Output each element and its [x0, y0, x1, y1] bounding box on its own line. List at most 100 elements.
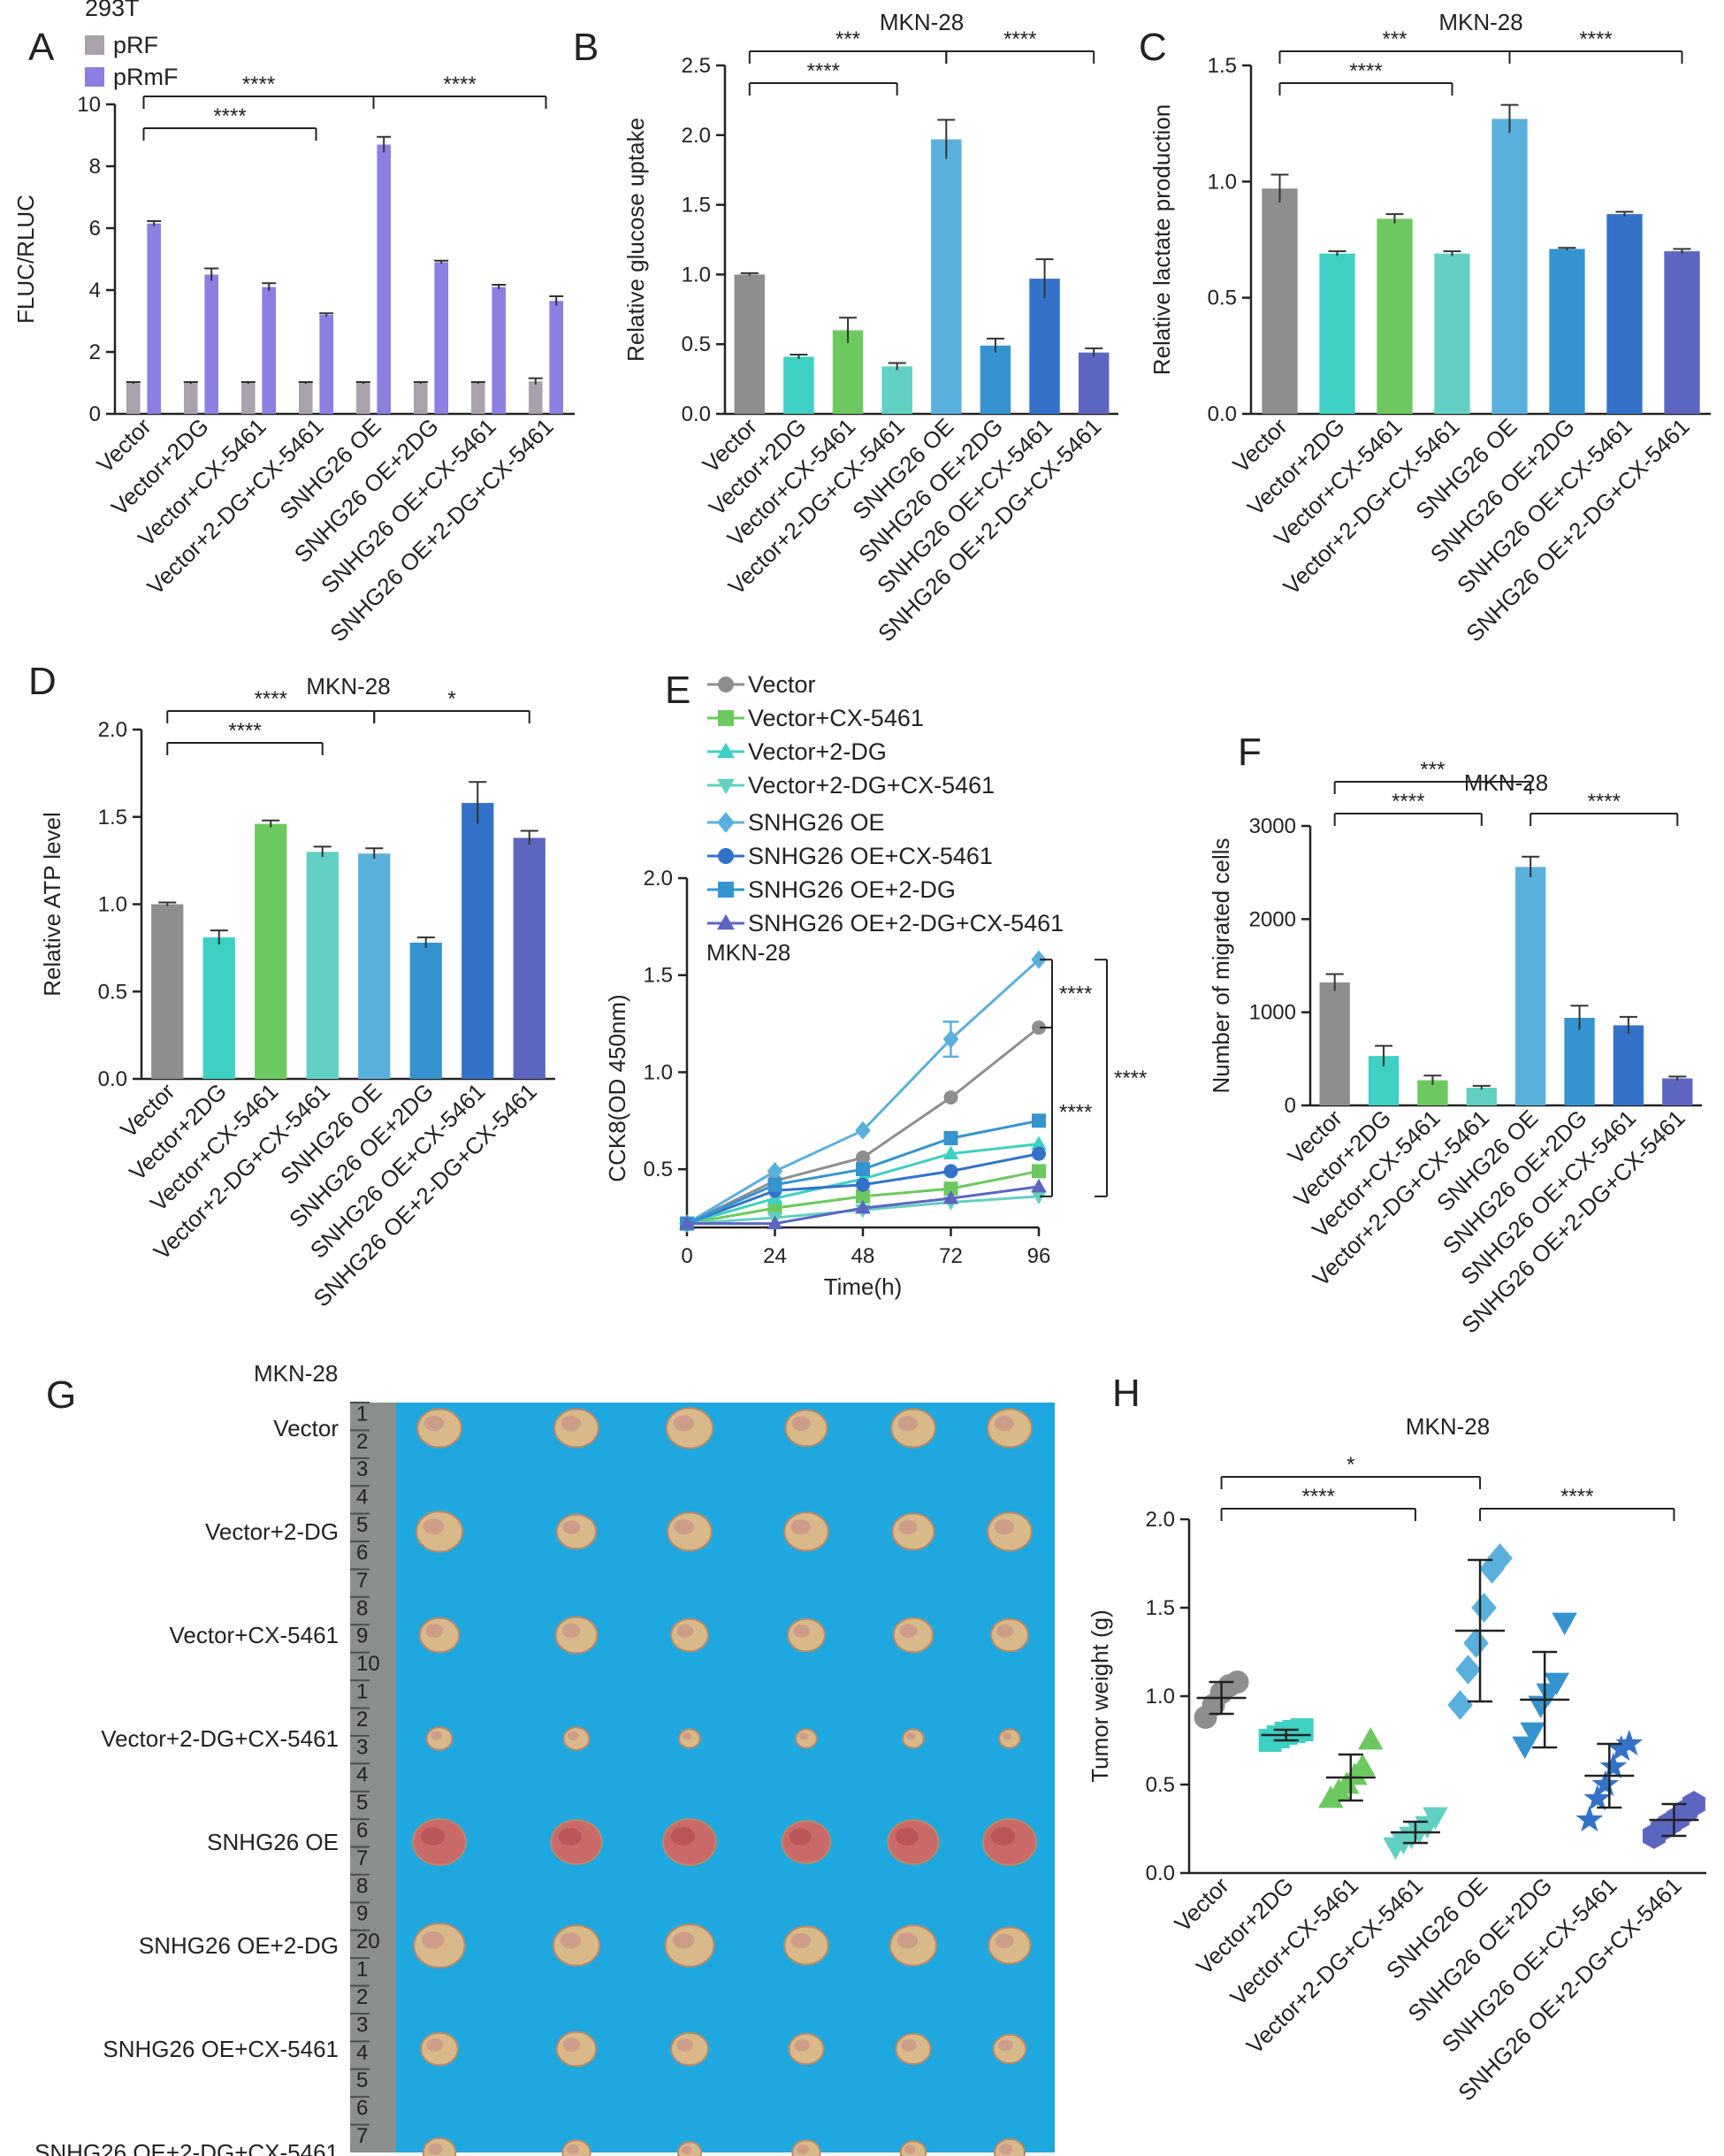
legend-label: Vector+2-DG+CX-5461 [748, 772, 995, 799]
bar [1564, 1017, 1595, 1105]
legend-marker [718, 848, 734, 864]
panel-e: E 0.5 1.0 1.5 2.0 0 24 48 72 96 Time(h) CCK8(OD 450… [604, 669, 1147, 1300]
tumor-highlight [905, 1732, 916, 1740]
panel-label: H [1112, 1372, 1140, 1415]
panel-d: D 0.0 0.5 1.0 1.5 2.0 Relative ATP level MKN-28… [28, 660, 555, 1311]
bar [126, 383, 141, 414]
chart-title: MKN-28 [306, 673, 390, 700]
tumor-highlight [430, 1731, 442, 1740]
tumor-highlight [998, 2039, 1013, 2052]
tumor-highlight [901, 2038, 917, 2052]
tumor-highlight [421, 1930, 445, 1949]
significance-label: **** [1059, 982, 1092, 1006]
y-axis-label: Relative lactate production [1148, 104, 1175, 375]
significance-label: **** [1114, 1067, 1147, 1090]
y-tick-label: 1.5 [1208, 54, 1237, 78]
significance-label: * [1346, 1453, 1354, 1477]
panel-label: G [46, 1373, 76, 1417]
tumor-highlight [994, 1415, 1014, 1432]
tumor-highlight [791, 1416, 811, 1432]
chart-title: MKN-28 [880, 9, 964, 35]
chart-title: MKN-28 [1406, 1413, 1490, 1440]
ruler-label: 9 [356, 1902, 368, 1926]
tumor-highlight [999, 2144, 1013, 2155]
y-tick-label: 0.0 [1208, 402, 1237, 426]
data-point [856, 1189, 870, 1204]
x-tick-label: 48 [851, 1244, 875, 1268]
data-point [1575, 1805, 1604, 1832]
data-point [856, 1162, 870, 1177]
y-tick-label: 2.0 [1146, 1508, 1175, 1532]
data-point [943, 1181, 958, 1197]
tumor-highlight [676, 1625, 694, 1638]
y-tick-label: 1.5 [1146, 1596, 1175, 1620]
chart-title: MKN-28 [1438, 9, 1522, 35]
data-point [1032, 1164, 1046, 1179]
tumor-highlight [567, 2144, 580, 2155]
y-tick-label: 1.0 [1208, 170, 1237, 194]
tumor-highlight [676, 2038, 694, 2052]
ruler-label: 6 [356, 2097, 368, 2121]
tumor-highlight [428, 2143, 443, 2155]
data-point [767, 1177, 782, 1192]
data-point [1544, 1672, 1569, 1695]
tumor-highlight [1002, 1732, 1012, 1740]
panel-title: MKN-28 [254, 1360, 338, 1387]
ruler-label: 6 [356, 1819, 368, 1843]
data-point [856, 1177, 870, 1192]
tumor-highlight [682, 1732, 692, 1740]
data-point [855, 1199, 871, 1214]
y-tick-label: 1.5 [98, 806, 127, 830]
ruler-label: 8 [356, 1596, 368, 1620]
significance-label: **** [807, 59, 840, 83]
bar [1078, 352, 1110, 414]
tumor-highlight [896, 1932, 919, 1949]
data-point [1463, 1628, 1489, 1658]
bar [319, 315, 333, 414]
bar [147, 223, 161, 414]
significance-label: **** [1003, 27, 1036, 51]
ruler-label: 2 [356, 1430, 368, 1454]
tumor-highlight [562, 2037, 581, 2052]
data-point [1471, 1593, 1497, 1623]
ruler-label: 7 [356, 1846, 368, 1870]
ruler-label: 1 [356, 1402, 368, 1426]
tumor-highlight [672, 1931, 695, 1949]
significance-label: **** [1588, 790, 1621, 814]
y-tick-label: 2 [89, 340, 101, 364]
y-tick-label: 1.0 [98, 893, 127, 917]
legend-label: Vector [748, 671, 816, 698]
y-tick-label: 10 [77, 93, 101, 117]
ruler-label: 5 [356, 2068, 368, 2092]
bar [492, 287, 506, 414]
bar [1549, 248, 1585, 414]
data-point [855, 1120, 871, 1140]
tumor-highlight [793, 1625, 811, 1638]
legend-label: SNHG26 OE+2-DG [748, 876, 956, 903]
bar [377, 144, 391, 414]
bar [356, 383, 370, 414]
legend-marker [717, 812, 735, 833]
row-label: Vector+2-DG [205, 1518, 339, 1545]
tumor-highlight [562, 1520, 581, 1534]
tumor-highlight [790, 1932, 811, 1949]
row-label: Vector [273, 1415, 339, 1441]
ruler-label: 2 [356, 1985, 368, 2009]
data-point [767, 1215, 783, 1230]
bar [1434, 253, 1470, 414]
ruler-label: 2 [356, 1708, 368, 1732]
y-axis-label: Tumor weight (g) [1087, 1609, 1113, 1783]
data-point [1520, 1722, 1545, 1745]
data-point [942, 1189, 959, 1204]
tumor-highlight [790, 1518, 811, 1535]
significance-label: **** [443, 73, 476, 96]
y-tick-label: 2.5 [682, 54, 711, 78]
significance-label: **** [1392, 790, 1424, 814]
row-label: SNHG26 OE [207, 1829, 339, 1855]
bar [434, 262, 448, 414]
panel-g: G MKN-28 1 2 3 4 5 6 7 8 9 10 1 2 3 4 5 6 7 8 9 20 1 2 3 4 5 6 7 Vect… [34, 1360, 1055, 2156]
panel-label: B [573, 26, 599, 69]
data-point [943, 1089, 958, 1105]
y-tick-label: 1.0 [1146, 1685, 1175, 1709]
tumor-highlight [673, 1415, 695, 1432]
